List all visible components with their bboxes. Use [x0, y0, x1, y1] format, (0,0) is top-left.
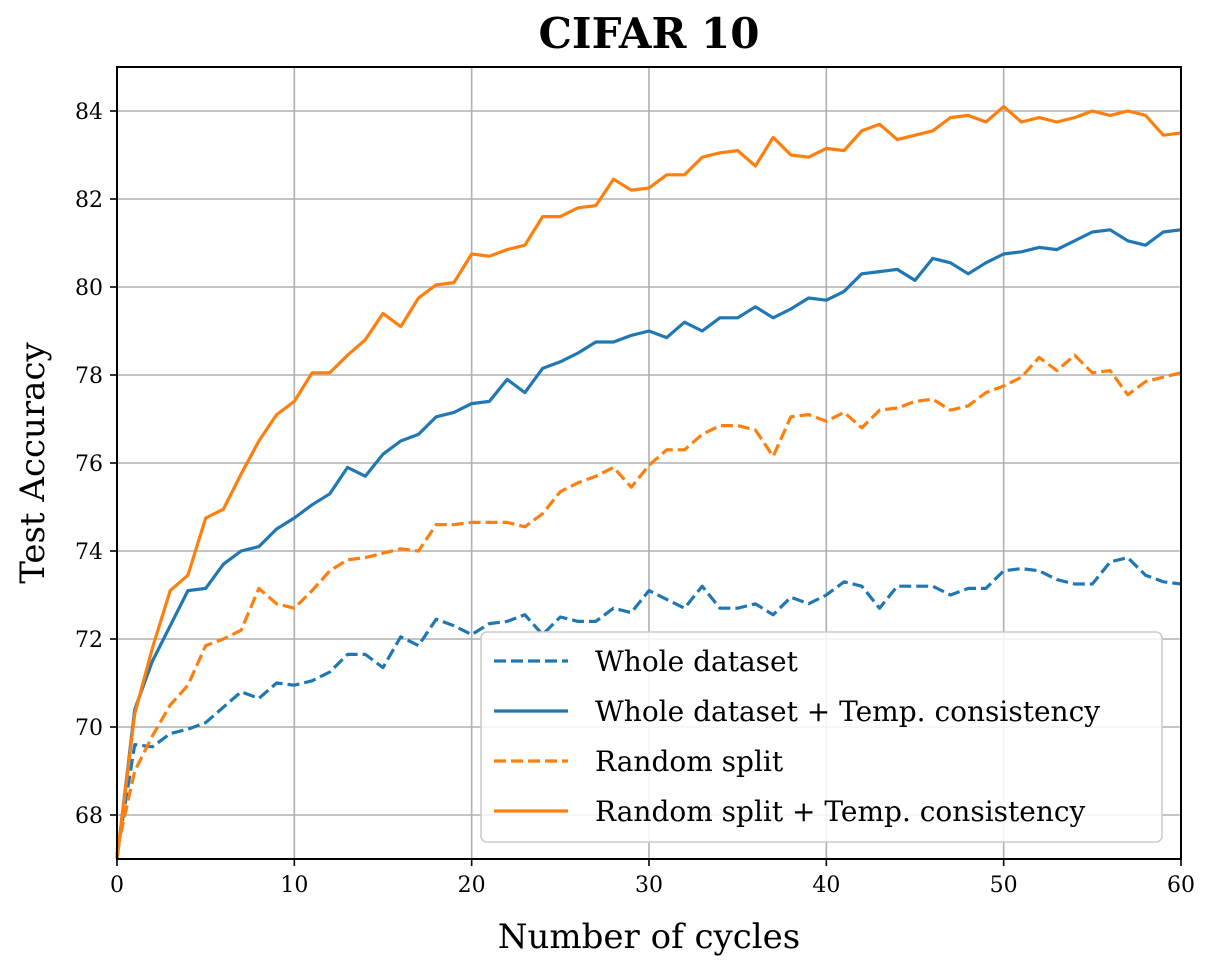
x-tick-label: 50 — [990, 873, 1018, 898]
legend-label: Random split — [595, 745, 784, 778]
series-line-random-split-temp-consistency — [115, 104, 1182, 860]
series-line-whole-dataset-temp-consistency — [115, 228, 1182, 860]
series-lines — [115, 104, 1182, 860]
x-tick-label: 40 — [812, 873, 840, 898]
x-tick-label: 10 — [280, 873, 308, 898]
x-axis-label: Number of cycles — [498, 917, 800, 957]
y-axis-label: Test Accuracy — [13, 342, 53, 584]
y-tick-label: 84 — [75, 100, 103, 125]
y-tick-label: 74 — [75, 540, 103, 565]
y-tick-label: 76 — [75, 452, 103, 477]
y-tick-label: 72 — [75, 628, 103, 653]
x-tick-label: 60 — [1167, 873, 1195, 898]
chart-title: CIFAR 10 — [539, 9, 760, 58]
x-tick-label: 0 — [110, 873, 124, 898]
y-tick-label: 70 — [75, 716, 103, 741]
legend: Whole dataset Whole dataset + Temp. consi… — [480, 631, 1163, 843]
grid-lines — [116, 67, 1182, 859]
x-tick-label: 20 — [458, 873, 486, 898]
legend-label: Whole dataset — [595, 645, 799, 678]
y-tick-label: 78 — [75, 364, 103, 389]
x-tick-label: 30 — [635, 873, 663, 898]
y-tick-label: 68 — [75, 804, 103, 829]
series-line-random-split — [115, 353, 1182, 851]
y-tick-label: 80 — [75, 276, 103, 301]
y-tick-label: 82 — [75, 188, 103, 213]
legend-label: Whole dataset + Temp. consistency — [595, 695, 1100, 728]
axis-ticks: 0 10 20 30 40 50 60 68 70 72 74 76 78 80 82 84 — [75, 100, 1195, 898]
legend-box — [480, 631, 1163, 843]
series-line-whole-dataset — [115, 555, 1182, 855]
legend-label: Random split + Temp. consistency — [595, 795, 1086, 828]
